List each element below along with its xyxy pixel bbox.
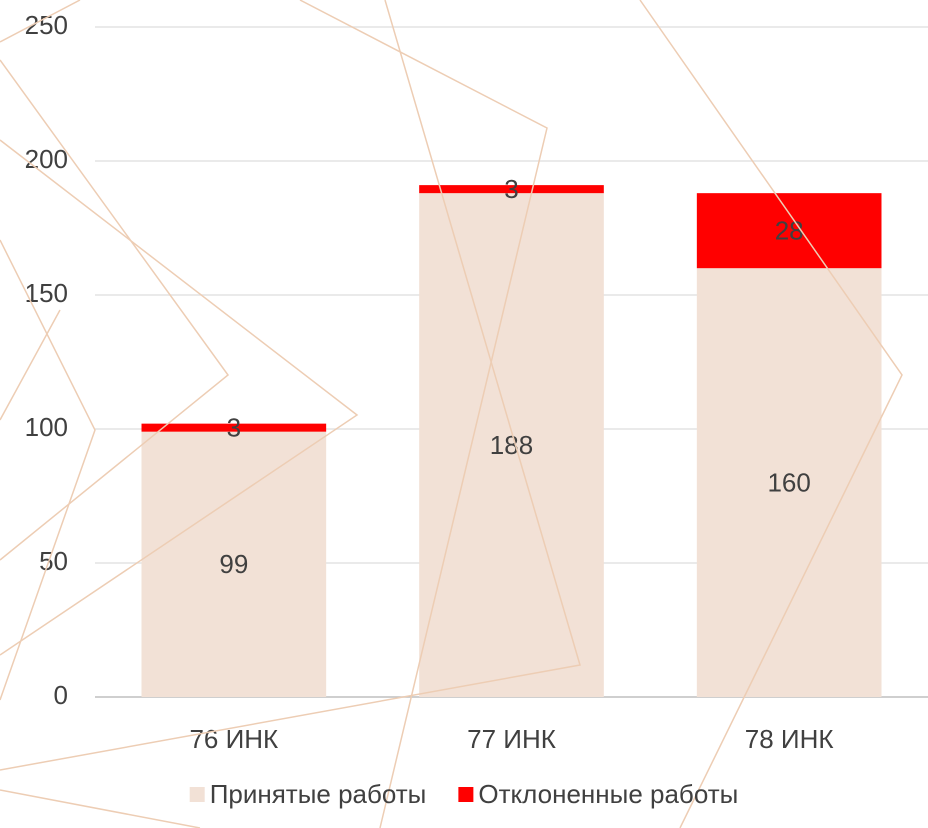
data-label: 160: [767, 467, 810, 497]
y-tick-label: 200: [25, 144, 68, 174]
data-label: 3: [227, 413, 241, 443]
x-tick-label: 78 ИНК: [745, 724, 834, 754]
chart: 05010015020025099376 ИНК188377 ИНК160287…: [0, 0, 928, 828]
legend-swatch: [458, 787, 473, 802]
legend-item: Отклоненные работы: [458, 779, 738, 809]
y-tick-label: 50: [39, 546, 68, 576]
x-tick-label: 77 ИНК: [467, 724, 556, 754]
data-label: 28: [775, 216, 804, 246]
data-label: 3: [504, 174, 518, 204]
legend-item: Принятые работы: [190, 779, 427, 809]
y-tick-label: 0: [54, 680, 68, 710]
data-label: 99: [219, 549, 248, 579]
legend-swatch: [190, 787, 205, 802]
legend-label: Отклоненные работы: [478, 779, 738, 809]
data-label: 188: [490, 430, 533, 460]
y-tick-label: 100: [25, 412, 68, 442]
legend: Принятые работы Отклоненные работы: [190, 779, 739, 809]
legend-label: Принятые работы: [210, 779, 427, 809]
